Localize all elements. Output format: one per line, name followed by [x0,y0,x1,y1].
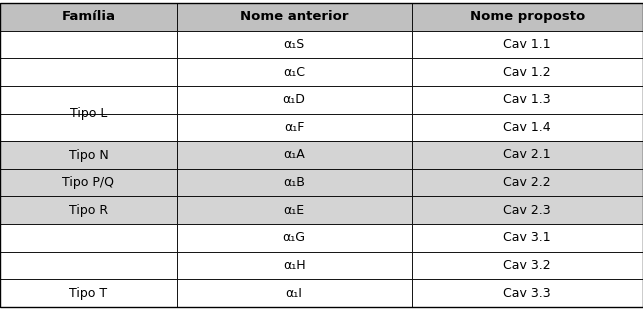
Text: Tipo L: Tipo L [69,107,107,120]
Text: α₁H: α₁H [283,259,305,272]
Text: Tipo P/Q: Tipo P/Q [62,176,114,189]
Text: Cav 1.3: Cav 1.3 [503,93,551,106]
Bar [412,58,643,86]
Text: Cav 2.1: Cav 2.1 [503,148,551,162]
Bar [412,279,643,307]
Text: α₁D: α₁D [283,93,305,106]
Bar [412,31,643,58]
Bar [412,86,643,113]
Bar [177,279,412,307]
Text: Cav 3.3: Cav 3.3 [503,286,551,299]
Bar [177,113,412,141]
Text: α₁C: α₁C [283,66,305,79]
Bar [0,31,177,58]
Bar [0,224,177,252]
Bar [0,86,177,113]
Bar [412,224,643,252]
Text: α₁I: α₁I [285,286,303,299]
Bar [0,58,177,86]
Text: Cav 1.1: Cav 1.1 [503,38,551,51]
Bar [177,86,412,113]
Bar [0,197,177,224]
Bar [0,252,177,279]
Text: α₁E: α₁E [284,204,305,217]
Bar [0,279,177,307]
Text: Cav 1.4: Cav 1.4 [503,121,551,134]
Text: α₁B: α₁B [283,176,305,189]
Bar [177,58,412,86]
Bar [0,141,177,169]
Bar [177,31,412,58]
Bar [177,252,412,279]
Bar [412,3,643,31]
Bar [177,224,412,252]
Bar [177,169,412,197]
Bar [0,169,177,197]
Text: Tipo N: Tipo N [69,148,108,162]
Text: α₁A: α₁A [284,148,305,162]
Text: α₁G: α₁G [283,231,305,244]
Bar [177,3,412,31]
Bar [0,3,177,31]
Bar [412,197,643,224]
Bar [177,141,412,169]
Bar [0,113,177,141]
Text: Cav 3.2: Cav 3.2 [503,259,551,272]
Bar [412,252,643,279]
Text: Tipo T: Tipo T [69,286,107,299]
Text: Nome proposto: Nome proposto [469,11,585,24]
Text: Cav 1.2: Cav 1.2 [503,66,551,79]
Bar [412,141,643,169]
Text: Nome anterior: Nome anterior [240,11,349,24]
Text: Cav 2.3: Cav 2.3 [503,204,551,217]
Text: α₁F: α₁F [284,121,304,134]
Bar [412,169,643,197]
Text: Tipo R: Tipo R [69,204,108,217]
Bar [177,197,412,224]
Text: α₁S: α₁S [284,38,305,51]
Text: Cav 3.1: Cav 3.1 [503,231,551,244]
Text: Cav 2.2: Cav 2.2 [503,176,551,189]
Text: Família: Família [62,11,115,24]
Bar [412,113,643,141]
